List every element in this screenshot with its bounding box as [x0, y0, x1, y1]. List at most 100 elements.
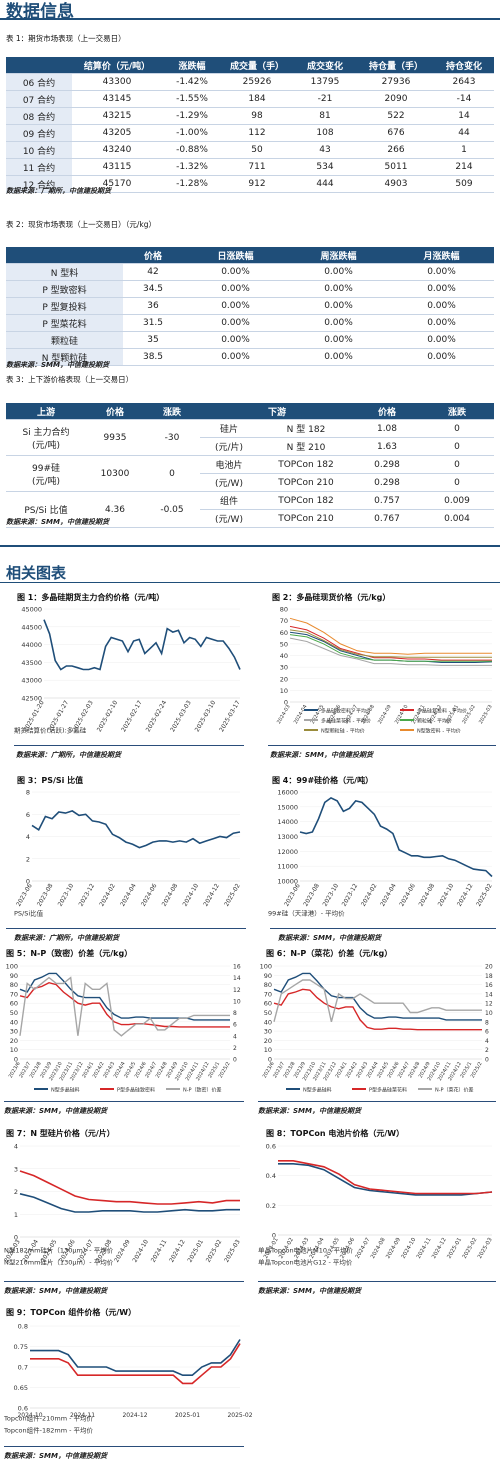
x-tick-label: 2025-01	[186, 1238, 205, 1263]
chart9-title: 图 9：TOPCon 组件价格（元/W）	[6, 1308, 137, 1317]
chart3-title: 图 3：PS/Si 比值	[17, 776, 84, 785]
chain-cell: 0.298	[354, 455, 420, 474]
series-line	[289, 625, 492, 661]
futures-cell: -1.28%	[162, 175, 222, 193]
spot-cell: 0.00%	[288, 263, 389, 281]
chart5-np-dense-spread: 010203040506070809010002468101214162023/…	[6, 963, 241, 1094]
futures-cell: 112	[222, 124, 292, 142]
spot-row: P 型致密料 34.5 0.00% 0.00% 0.00%	[6, 280, 494, 298]
futures-header-cell: 持仓变化	[434, 57, 494, 74]
futures-row: 11 合约 43115 -1.32% 711 534 5011 214	[6, 158, 494, 176]
chain-cell: PS/Si 比值	[6, 491, 86, 528]
futures-cell: 4903	[358, 175, 434, 193]
chart9-source: 数据来源：SMM，中信建投期货	[4, 1452, 107, 1460]
y2-tick-label: 0	[485, 1057, 489, 1064]
spot-header-cell: 周涨跌幅	[288, 247, 389, 264]
chain-cell: 10300	[86, 455, 144, 492]
x-tick-label: 2025-03-03	[169, 699, 193, 733]
chart6-np-cauliflower-spread: 0102030405060708090100024681012141618202…	[260, 963, 493, 1094]
spot-row: N 型料 42 0.00% 0.00% 0.00%	[6, 263, 494, 281]
table1-caption: 表 1：期货市场表现（上一交易日）	[6, 34, 126, 43]
x-tick-label: 2023-10	[57, 882, 76, 907]
legend-label: 期货结算价(活跃):多晶硅	[14, 726, 87, 735]
legend-label: N型致密料 - 平均价	[417, 728, 461, 735]
y-tick-label: 90	[10, 972, 18, 980]
futures-cell: 12 合约	[6, 175, 72, 193]
futures-cell: 43205	[72, 124, 162, 142]
chart9-module-price: 0.6 0.65 0.7 0.75 0.8 2024-10 2024-11 2024-12 20…	[3, 1323, 253, 1435]
series-line	[299, 796, 493, 878]
chain-cell: 电池片	[200, 455, 258, 474]
y-tick-label: 70	[264, 990, 272, 998]
chain-cell: 0	[420, 437, 494, 456]
futures-cell: 534	[292, 158, 358, 176]
y2-tick-label: 4	[485, 1038, 489, 1045]
y-tick-label: 30	[264, 1028, 272, 1036]
spot-cell: 42	[123, 263, 183, 281]
futures-row: 12 合约 45170 -1.28% 912 444 4903 509	[6, 175, 494, 193]
y-tick-label: 80	[10, 981, 18, 989]
spot-cell: 0.00%	[389, 314, 494, 332]
spot-row: N 型颗粒硅 38.5 0.00% 0.00% 0.00%	[6, 348, 494, 366]
y-tick-label: 40	[10, 1018, 18, 1026]
futures-cell: 07 合约	[6, 90, 72, 108]
spot-cell: 0.00%	[389, 331, 494, 349]
x-tick-label: 2025-03	[477, 1237, 494, 1260]
x-tick-label: 2025-01	[446, 1237, 463, 1260]
chart5-source: 数据来源：SMM，中信建投期货	[4, 1107, 107, 1115]
y2-tick-label: 12	[485, 1001, 493, 1008]
y-tick-label: 0.2	[266, 1202, 276, 1210]
futures-header-row: 结算价（元/吨） 涨跌幅 成交量（手） 成交变化 持仓量（手） 持仓变化	[6, 57, 494, 74]
y-tick-label: 0.6	[18, 1405, 28, 1413]
futures-cell: 108	[292, 124, 358, 142]
x-tick-label: 2024-06	[140, 882, 159, 907]
spot-row: 颗粒硅 35 0.00% 0.00% 0.00%	[6, 331, 494, 349]
futures-cell: -0.88%	[162, 141, 222, 159]
y2-tick-label: 6	[485, 1029, 489, 1036]
chain-row: (元/W) TOPCon 210 0.298 0	[6, 473, 494, 492]
chain-cell: 0.757	[354, 491, 420, 510]
y-tick-label: 10	[280, 687, 288, 695]
x-tick-label: 2025-02	[461, 704, 477, 725]
series-line	[19, 1170, 240, 1205]
y-tick-label: 60	[264, 1000, 272, 1008]
chart5-title: 图 5：N-P（致密）价差（元/kg）	[6, 949, 133, 958]
chart4-source: 数据来源：SMM，中信建投期货	[278, 934, 381, 942]
chain-row: Si 主力合约 (元/吨) 9935 -30 硅片 N 型 182 1.08 0	[6, 419, 494, 456]
y-tick-label: 30	[280, 664, 288, 672]
chain-cell: TOPCon 182	[258, 455, 354, 474]
futures-cell: -1.29%	[162, 107, 222, 125]
futures-header-cell: 成交量（手）	[222, 57, 292, 74]
x-tick-label: 2024-11	[150, 1238, 169, 1263]
chain-cell: TOPCon 210	[258, 473, 354, 492]
y-tick-label: 20	[10, 1037, 18, 1045]
futures-cell: 43145	[72, 90, 162, 108]
separator	[14, 745, 244, 746]
chain-cell: TOPCon 210	[258, 509, 354, 528]
y2-tick-label: 2	[233, 1045, 237, 1052]
x-tick-label: 2025-02	[205, 1238, 224, 1263]
x-tick-label: 2024-12	[202, 882, 221, 907]
y2-tick-label: 14	[485, 991, 493, 998]
x-tick-label: 2025-02-10	[96, 699, 120, 733]
futures-cell: -1.42%	[162, 73, 222, 91]
futures-header-cell	[6, 57, 72, 74]
x-tick-label: 2024-10	[182, 882, 201, 907]
futures-cell: 43240	[72, 141, 162, 159]
legend-label: 99#硅（天津港）- 平均价	[268, 909, 345, 918]
futures-cell: -21	[292, 90, 358, 108]
series-line	[19, 981, 230, 1028]
y-tick-label: 4	[26, 833, 30, 841]
spot-header-row: 价格 日涨跌幅 周涨跌幅 月涨跌幅	[6, 247, 494, 264]
futures-cell: 912	[222, 175, 292, 193]
spot-cell: 36	[123, 297, 183, 315]
y2-tick-label: 0	[233, 1057, 237, 1064]
section-rule	[0, 545, 500, 547]
chain-cell: 硅片	[200, 419, 258, 438]
y-tick-label: 44000	[21, 641, 42, 649]
chain-cell: 9935	[86, 419, 144, 456]
chart1-futures-price: 4250043000435004400044500450002025-01-20…	[14, 606, 242, 735]
x-tick-label: 2025-03-17	[218, 699, 242, 733]
y2-tick-label: 16	[485, 982, 493, 989]
